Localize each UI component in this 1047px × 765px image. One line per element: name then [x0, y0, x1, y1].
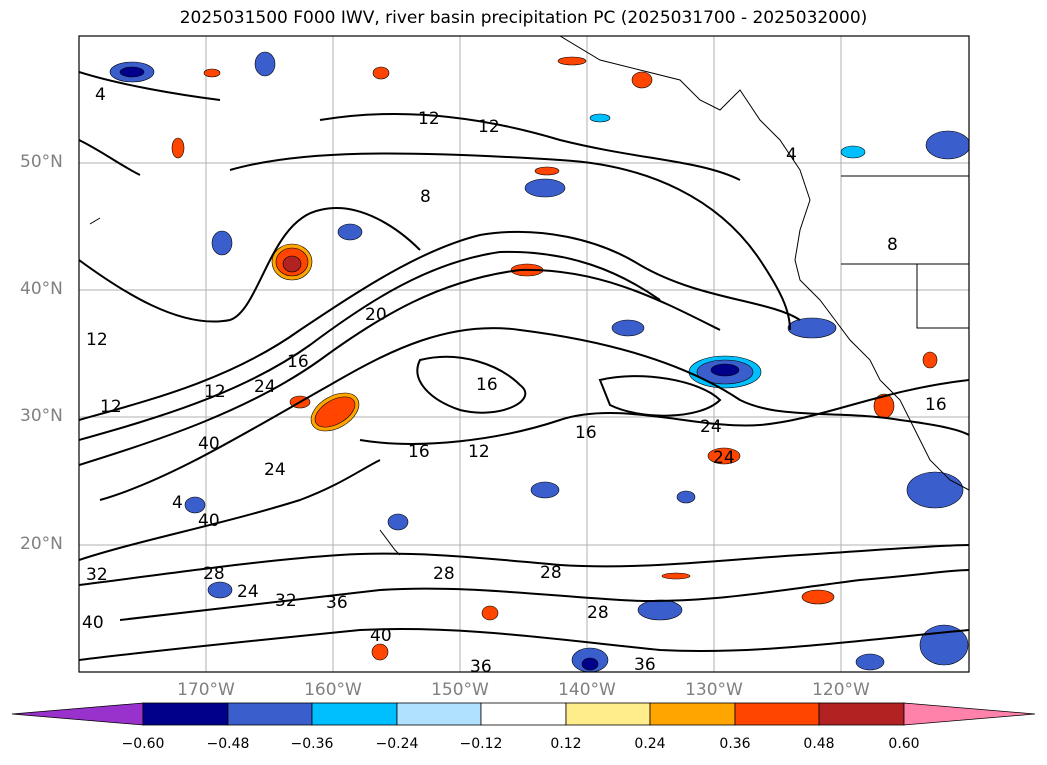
contour-label: 32 — [275, 591, 297, 611]
contour-label: 36 — [326, 593, 348, 613]
contour-label: 40 — [198, 434, 220, 454]
contour-label: 40 — [198, 511, 220, 531]
contour-label: 40 — [82, 613, 104, 633]
contour-label: 4 — [786, 145, 797, 165]
colorbar-tick-label: 0.12 — [550, 736, 582, 752]
map-plot-area: 4 12 12 8 12 20 16 12 24 12 16 16 12 16 … — [79, 36, 969, 677]
contour-label: 8 — [887, 235, 898, 255]
colorbar-tick-label: 0.24 — [634, 736, 666, 752]
precip-negative-patches — [109, 51, 969, 672]
lon-label: 140°W — [558, 680, 616, 700]
map-title: 2025031500 F000 IWV, river basin precipi… — [179, 8, 868, 28]
lat-label: 20°N — [20, 534, 63, 554]
lon-label: 120°W — [812, 680, 870, 700]
contour-label: 4 — [95, 85, 106, 105]
contour-label: 24 — [254, 377, 276, 397]
colorbar-segment — [734, 702, 820, 726]
lon-label: 150°W — [431, 680, 489, 700]
contour-label: 12 — [468, 442, 490, 462]
lon-label: 130°W — [685, 680, 743, 700]
contour-label: 28 — [587, 603, 609, 623]
lat-label: 50°N — [20, 152, 63, 172]
colorbar-tick-label: −0.48 — [206, 736, 250, 752]
contour-label: 28 — [203, 564, 225, 584]
lat-label: 40°N — [20, 279, 63, 299]
colorbar-segment — [11, 702, 144, 726]
colorbar-tick-label: 0.60 — [888, 736, 920, 752]
gridlines — [79, 36, 969, 672]
contour-label: 28 — [540, 563, 562, 583]
contour-label: 16 — [408, 442, 430, 462]
contour-label: 24 — [237, 582, 259, 602]
colorbar-tick-label: −0.24 — [375, 736, 419, 752]
contour-label: 28 — [433, 564, 455, 584]
colorbar — [11, 702, 1036, 726]
contour-label: 12 — [204, 382, 226, 402]
lat-label: 30°N — [20, 406, 63, 426]
contour-label: 24 — [713, 448, 735, 468]
colorbar-tick-label: −0.36 — [290, 736, 334, 752]
contour-label: 12 — [86, 330, 108, 350]
iwv-contours — [79, 71, 969, 661]
colorbar-segment — [142, 702, 229, 726]
contour-label: 24 — [264, 460, 286, 480]
lon-label: 160°W — [304, 680, 362, 700]
colorbar-segment — [396, 702, 482, 726]
contour-label: 4 — [172, 493, 183, 513]
coastlines — [89, 36, 969, 556]
contour-label: 36 — [634, 655, 656, 675]
colorbar-segment — [903, 702, 1036, 726]
contour-label: 16 — [476, 375, 498, 395]
contour-label: 40 — [370, 626, 392, 646]
colorbar-tick-label: −0.60 — [121, 736, 165, 752]
contour-label: 24 — [700, 417, 722, 437]
contour-label: 12 — [100, 397, 122, 417]
colorbar-segment — [818, 702, 905, 726]
contour-label: 8 — [420, 187, 431, 207]
contour-label: 32 — [86, 565, 108, 585]
map-frame — [78, 35, 970, 673]
lon-label: 170°W — [177, 680, 235, 700]
contour-label: 20 — [365, 305, 387, 325]
contour-label: 36 — [470, 657, 492, 677]
colorbar-segment — [565, 702, 651, 726]
colorbar-segment — [480, 702, 567, 726]
contour-label: 12 — [478, 117, 500, 137]
colorbar-tick-label: 0.36 — [719, 736, 751, 752]
contour-label: 16 — [575, 423, 597, 443]
contour-label: 16 — [925, 395, 947, 415]
contour-label: 16 — [287, 352, 309, 372]
colorbar-segment — [311, 702, 398, 726]
contour-labels: 4 12 12 8 12 20 16 12 24 12 16 16 12 16 … — [82, 85, 947, 677]
colorbar-tick-label: 0.48 — [803, 736, 835, 752]
contour-label: 12 — [418, 109, 440, 129]
colorbar-segment — [227, 702, 313, 726]
colorbar-segment — [649, 702, 736, 726]
colorbar-tick-label: −0.12 — [459, 736, 503, 752]
